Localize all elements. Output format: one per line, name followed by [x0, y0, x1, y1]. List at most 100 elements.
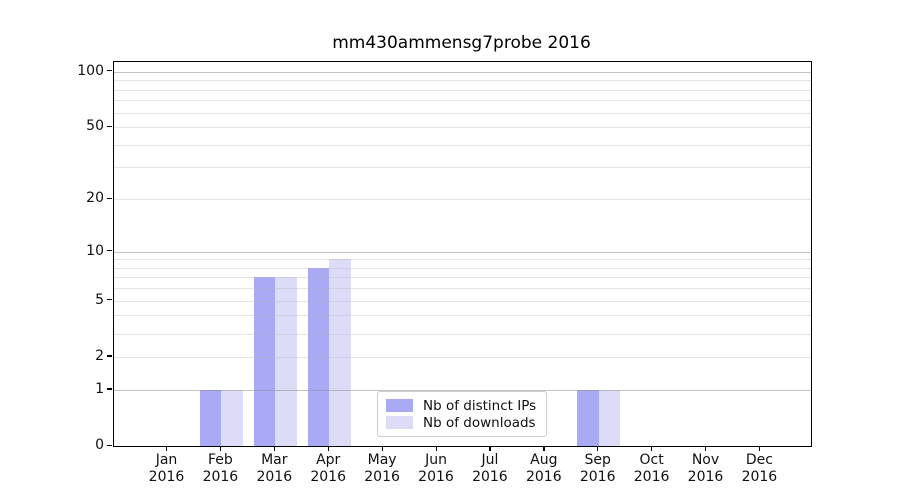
x-tick-month: May — [367, 452, 397, 468]
x-tick-label: Feb 2016 — [188, 452, 252, 485]
x-tick-label: Jan 2016 — [135, 452, 199, 485]
x-tick-label: Jul 2016 — [458, 452, 522, 485]
y-tick-mark — [107, 197, 112, 199]
x-tick-year: 2016 — [418, 468, 454, 485]
gridline-minor — [114, 100, 811, 102]
bar-distinct-ips — [307, 267, 330, 446]
x-tick-mark — [435, 446, 437, 451]
x-tick-label: May 2016 — [350, 452, 414, 485]
gridline-minor — [114, 167, 811, 169]
y-tick-mark — [107, 299, 112, 301]
x-tick-year: 2016 — [364, 468, 400, 485]
legend-swatch-distinct-ips-icon — [386, 399, 413, 412]
bar-downloads — [329, 259, 351, 446]
x-tick-month: Feb — [207, 452, 233, 468]
bars-layer — [114, 62, 811, 446]
x-tick-label: Mar 2016 — [242, 452, 306, 485]
x-tick-month: Aug — [530, 452, 558, 468]
gridline-minor — [114, 288, 811, 290]
gridline-major — [114, 251, 811, 253]
x-tick-year: 2016 — [741, 468, 778, 485]
x-tick-mark — [758, 446, 761, 451]
y-tick-mark — [107, 70, 112, 72]
x-tick-month: Jun — [425, 452, 447, 468]
x-tick-label: Apr 2016 — [296, 452, 360, 485]
bar-distinct-ips — [199, 389, 222, 446]
x-tick-year: 2016 — [633, 468, 670, 485]
gridline-minor — [114, 259, 811, 261]
grid-layer — [114, 62, 811, 446]
gridline-minor — [114, 356, 811, 358]
x-tick-year: 2016 — [472, 468, 508, 485]
x-tick-mark — [543, 446, 545, 451]
x-tick-label: Jun 2016 — [404, 452, 468, 485]
x-tick-label: Nov 2016 — [674, 452, 738, 485]
gridline-minor — [114, 333, 811, 335]
bar-downloads — [221, 389, 243, 446]
y-tick-label: 1 — [95, 380, 104, 397]
gridline-minor — [114, 112, 811, 114]
legend-item-distinct-ips: Nb of distinct IPs — [386, 397, 539, 414]
y-tick-label: 100 — [77, 62, 104, 79]
y-tick-label: 0 — [95, 437, 104, 453]
x-tick-label: Oct 2016 — [620, 452, 684, 485]
y-tick-label: 2 — [95, 347, 104, 364]
x-tick-mark — [597, 446, 599, 451]
gridline-minor — [114, 89, 811, 91]
y-tick-label: 50 — [86, 118, 104, 135]
x-tick-label: Sep 2016 — [566, 452, 630, 485]
legend-label-distinct-ips: Nb of distinct IPs — [423, 397, 537, 414]
x-tick-label: Dec 2016 — [727, 452, 791, 485]
gridline-major — [114, 71, 811, 73]
legend-label-downloads: Nb of downloads — [423, 414, 536, 431]
y-tick-label: 20 — [86, 190, 104, 207]
bar-distinct-ips — [253, 277, 276, 446]
legend-swatch-downloads-icon — [386, 416, 413, 429]
bar-downloads — [598, 389, 621, 446]
x-tick-mark — [381, 446, 383, 451]
y-tick-label: 10 — [86, 242, 104, 259]
chart-title: mm430ammensg7probe 2016 — [332, 33, 591, 53]
x-tick-year: 2016 — [256, 468, 293, 485]
y-tick-mark — [107, 125, 112, 127]
legend: Nb of distinct IPs Nb of downloads — [377, 391, 547, 437]
x-tick-month: Jul — [481, 452, 499, 468]
plot-area — [113, 61, 812, 447]
y-tick-mark — [107, 355, 112, 357]
gridline-minor — [114, 300, 811, 302]
bar-downloads — [275, 277, 297, 446]
x-tick-month: Mar — [261, 452, 288, 468]
x-tick-mark — [327, 446, 329, 451]
x-tick-year: 2016 — [579, 468, 616, 485]
x-tick-year: 2016 — [310, 468, 346, 485]
x-tick-mark — [489, 446, 491, 451]
gridline-minor — [114, 277, 811, 279]
x-tick-mark — [166, 446, 168, 451]
gridline-minor — [114, 199, 811, 201]
y-tick-mark — [107, 388, 112, 390]
y-tick-mark — [107, 250, 112, 252]
x-tick-label: Aug 2016 — [512, 452, 576, 485]
gridline-major — [114, 389, 811, 391]
x-tick-year: 2016 — [525, 468, 562, 485]
gridline-minor — [114, 80, 811, 82]
x-tick-month: Oct — [639, 452, 664, 468]
x-tick-mark — [273, 446, 276, 451]
x-tick-month: Jan — [155, 452, 178, 468]
legend-item-downloads: Nb of downloads — [386, 414, 539, 431]
x-tick-mark — [219, 446, 222, 451]
y-tick-label: 5 — [95, 291, 104, 308]
x-tick-month: Sep — [584, 452, 611, 468]
gridline-minor — [114, 267, 811, 269]
y-tick-mark — [107, 444, 112, 446]
x-tick-year: 2016 — [687, 468, 724, 485]
x-tick-year: 2016 — [148, 468, 185, 485]
gridline-minor — [114, 144, 811, 146]
bar-distinct-ips — [577, 389, 599, 446]
x-tick-year: 2016 — [202, 468, 239, 485]
gridline-minor — [114, 127, 811, 129]
x-tick-month: Nov — [691, 452, 720, 468]
x-tick-month: Dec — [745, 452, 773, 468]
x-tick-mark — [651, 446, 653, 451]
